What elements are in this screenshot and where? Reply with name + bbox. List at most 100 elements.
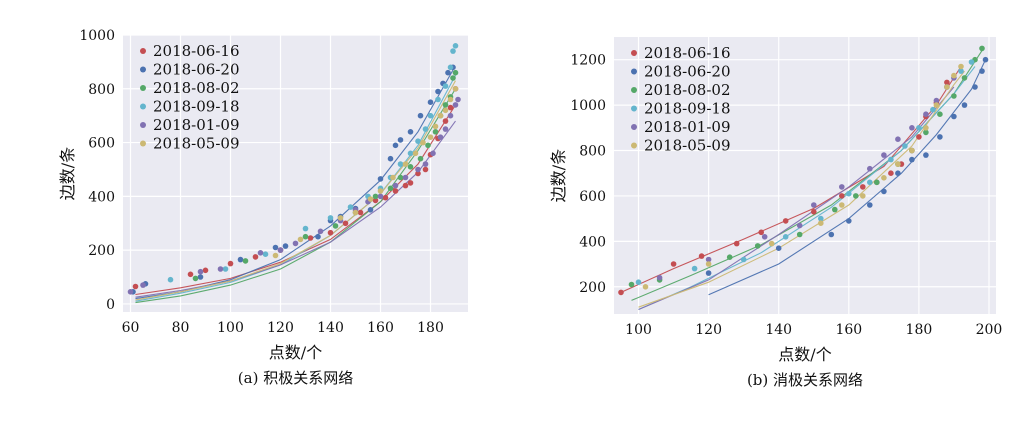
legend-marker (140, 103, 146, 110)
data-point-2018-06-20 (427, 99, 434, 105)
data-point-2018-06-16 (422, 166, 429, 173)
panel-b: 100 120 140 160 180 200 200 400 600 800 1000 1200 20… (549, 37, 1002, 389)
legend-marker (631, 87, 637, 93)
y-tick-label: 600 (88, 136, 115, 152)
data-point-2018-06-20 (867, 202, 873, 208)
data-point-2018-06-16 (372, 197, 379, 204)
data-point-2018-01-09 (197, 268, 204, 275)
data-point-2018-08-02 (372, 193, 379, 200)
y-tick-label: 0 (106, 297, 115, 313)
data-point-2018-01-09 (452, 102, 459, 108)
data-point-2018-05-09 (642, 284, 649, 290)
data-point-2018-05-09 (367, 196, 374, 202)
data-point-2018-08-02 (397, 174, 404, 181)
data-point-2018-09-18 (968, 59, 975, 65)
data-point-2018-08-02 (628, 281, 635, 288)
data-point-2018-08-02 (407, 164, 414, 170)
y-axis-label: 边数/条 (549, 149, 568, 202)
data-point-2018-08-02 (242, 258, 249, 264)
data-point-2018-06-16 (392, 188, 399, 194)
fit-line-2018-06-20 (708, 59, 986, 296)
data-point-2018-01-09 (796, 222, 803, 229)
data-point-2018-06-20 (197, 274, 204, 280)
x-tick-label: 140 (765, 322, 792, 338)
data-point-2018-09-18 (422, 126, 429, 132)
data-point-2018-08-02 (192, 275, 199, 282)
legend-entry: 2018-09-18 (644, 100, 730, 118)
data-point-2018-08-02 (754, 243, 761, 249)
x-tick-label: 160 (367, 320, 394, 336)
data-point-2018-08-02 (442, 102, 449, 108)
data-point-2018-06-20 (961, 102, 968, 108)
data-point-2018-01-09 (811, 202, 817, 208)
data-point-2018-09-18 (958, 68, 964, 74)
data-point-2018-01-09 (761, 234, 768, 240)
data-point-2018-08-02 (417, 155, 424, 162)
data-point-2018-01-09 (867, 165, 873, 172)
data-point-2018-01-09 (430, 150, 436, 157)
legend-marker (140, 140, 146, 147)
data-point-2018-09-18 (452, 43, 459, 49)
x-tick-label: 200 (976, 322, 1003, 338)
fit-line-2018-06-16 (135, 104, 456, 296)
data-point-2018-01-09 (447, 112, 454, 119)
data-point-2018-01-09 (317, 228, 324, 235)
data-point-2018-05-09 (420, 139, 426, 146)
x-tick-label: 100 (625, 322, 652, 338)
data-point-2018-06-16 (407, 180, 414, 186)
data-point-2018-06-16 (402, 182, 409, 189)
legend-entry: 2018-06-20 (644, 63, 730, 81)
data-point-2018-05-09 (272, 252, 279, 259)
data-point-2018-01-09 (705, 256, 712, 263)
data-point-2018-01-09 (437, 134, 444, 140)
data-point-2018-06-20 (282, 243, 289, 249)
data-point-2018-06-20 (315, 233, 321, 240)
data-point-2018-06-20 (272, 244, 279, 251)
data-point-2018-06-16 (944, 79, 950, 86)
data-point-2018-01-09 (377, 193, 384, 200)
data-point-2018-09-18 (407, 150, 414, 157)
data-point-2018-09-18 (262, 251, 269, 257)
legend-entry: 2018-06-20 (153, 61, 239, 79)
data-point-2018-06-20 (828, 231, 835, 238)
data-point-2018-09-18 (447, 64, 454, 71)
data-point-2018-06-20 (377, 176, 384, 182)
data-point-2018-05-09 (402, 161, 409, 167)
data-point-2018-01-09 (127, 289, 134, 295)
y-tick-label: 200 (579, 280, 606, 296)
data-point-2018-06-16 (860, 184, 866, 190)
data-point-2018-06-20 (435, 88, 441, 95)
legend-marker (631, 124, 637, 130)
data-point-2018-06-16 (382, 194, 389, 201)
data-point-2018-06-20 (951, 113, 957, 120)
data-point-2018-01-09 (881, 152, 887, 158)
data-point-2018-09-18 (435, 96, 441, 103)
data-point-2018-05-09 (839, 202, 845, 208)
data-point-2018-06-20 (387, 155, 394, 162)
data-point-2018-01-09 (895, 136, 901, 142)
data-point-2018-05-09 (337, 215, 344, 221)
data-point-2018-09-18 (740, 256, 747, 263)
y-tick-label: 600 (579, 189, 606, 205)
data-point-2018-06-16 (187, 271, 194, 278)
y-tick-label: 400 (579, 234, 606, 250)
data-point-2018-06-16 (698, 253, 705, 259)
data-point-2018-08-02 (302, 233, 309, 240)
data-point-2018-06-20 (937, 134, 943, 140)
data-point-2018-09-18 (222, 266, 229, 272)
data-point-2018-09-18 (916, 125, 922, 131)
fit-line-2018-01-09 (135, 120, 456, 298)
legend-entry: 2018-06-16 (153, 42, 239, 60)
data-point-2018-05-09 (768, 240, 775, 247)
data-point-2018-08-02 (425, 142, 431, 149)
data-point-2018-05-09 (432, 123, 439, 130)
panel-a: 60 80 100 120 140 160 180 0 200 400 600 800 1000 2018… (58, 28, 468, 387)
y-tick-label: 200 (88, 243, 115, 259)
data-point-2018-01-09 (923, 111, 929, 117)
data-point-2018-01-09 (292, 240, 299, 247)
data-point-2018-06-20 (367, 207, 374, 213)
legend-entry: 2018-01-09 (153, 116, 239, 134)
data-point-2018-06-16 (618, 289, 624, 296)
x-axis-label: 点数/个 (778, 345, 831, 364)
x-tick-label: 140 (317, 320, 344, 336)
